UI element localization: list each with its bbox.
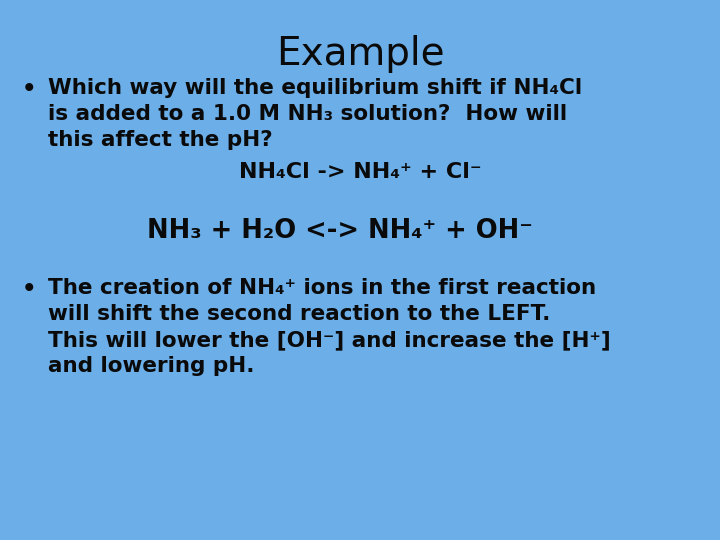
Text: This will lower the [OH⁻] and increase the [H⁺]: This will lower the [OH⁻] and increase t… xyxy=(48,330,611,350)
Text: is added to a 1.0 M NH₃ solution?  How will: is added to a 1.0 M NH₃ solution? How wi… xyxy=(48,104,567,124)
Text: Example: Example xyxy=(276,35,444,73)
Text: this affect the pH?: this affect the pH? xyxy=(48,130,273,150)
Text: will shift the second reaction to the LEFT.: will shift the second reaction to the LE… xyxy=(48,304,550,324)
Text: NH₃ + H₂O <-> NH₄⁺ + OH⁻: NH₃ + H₂O <-> NH₄⁺ + OH⁻ xyxy=(147,218,533,244)
Text: •: • xyxy=(22,78,37,101)
Text: Which way will the equilibrium shift if NH₄Cl: Which way will the equilibrium shift if … xyxy=(48,78,582,98)
Text: The creation of NH₄⁺ ions in the first reaction: The creation of NH₄⁺ ions in the first r… xyxy=(48,278,596,298)
Text: NH₄Cl -> NH₄⁺ + Cl⁻: NH₄Cl -> NH₄⁺ + Cl⁻ xyxy=(239,162,481,182)
Text: •: • xyxy=(22,278,37,301)
Text: and lowering pH.: and lowering pH. xyxy=(48,356,254,376)
